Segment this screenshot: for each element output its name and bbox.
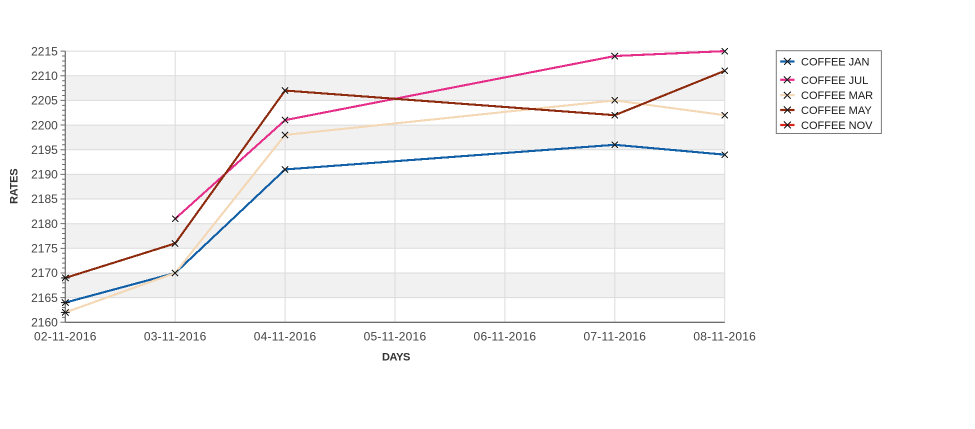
svg-text:03-11-2016: 03-11-2016 [144, 329, 207, 343]
svg-text:2210: 2210 [31, 69, 58, 83]
svg-text:DAYS: DAYS [382, 351, 410, 363]
svg-text:2195: 2195 [31, 143, 58, 157]
svg-text:COFFEE MAR: COFFEE MAR [801, 90, 873, 102]
svg-text:2170: 2170 [31, 266, 58, 280]
svg-text:COFFEE JAN: COFFEE JAN [801, 57, 870, 69]
svg-text:2185: 2185 [31, 192, 58, 206]
svg-text:07-11-2016: 07-11-2016 [583, 329, 646, 343]
svg-text:2165: 2165 [31, 291, 58, 305]
svg-text:RATES: RATES [9, 169, 21, 204]
svg-text:2160: 2160 [31, 316, 58, 330]
svg-text:06-11-2016: 06-11-2016 [474, 329, 537, 343]
svg-text:05-11-2016: 05-11-2016 [364, 329, 427, 343]
svg-text:COFFEE MAY: COFFEE MAY [801, 105, 872, 117]
svg-text:2215: 2215 [31, 44, 58, 58]
svg-text:2190: 2190 [31, 168, 58, 182]
svg-text:02-11-2016: 02-11-2016 [34, 329, 97, 343]
svg-text:2175: 2175 [31, 242, 58, 256]
svg-text:04-11-2016: 04-11-2016 [254, 329, 317, 343]
svg-text:COFFEE NOV: COFFEE NOV [801, 120, 873, 132]
svg-text:08-11-2016: 08-11-2016 [693, 329, 756, 343]
svg-text:2200: 2200 [31, 118, 58, 132]
svg-text:2180: 2180 [31, 217, 58, 231]
svg-text:2205: 2205 [31, 94, 58, 108]
svg-text:COFFEE JUL: COFFEE JUL [801, 75, 868, 87]
